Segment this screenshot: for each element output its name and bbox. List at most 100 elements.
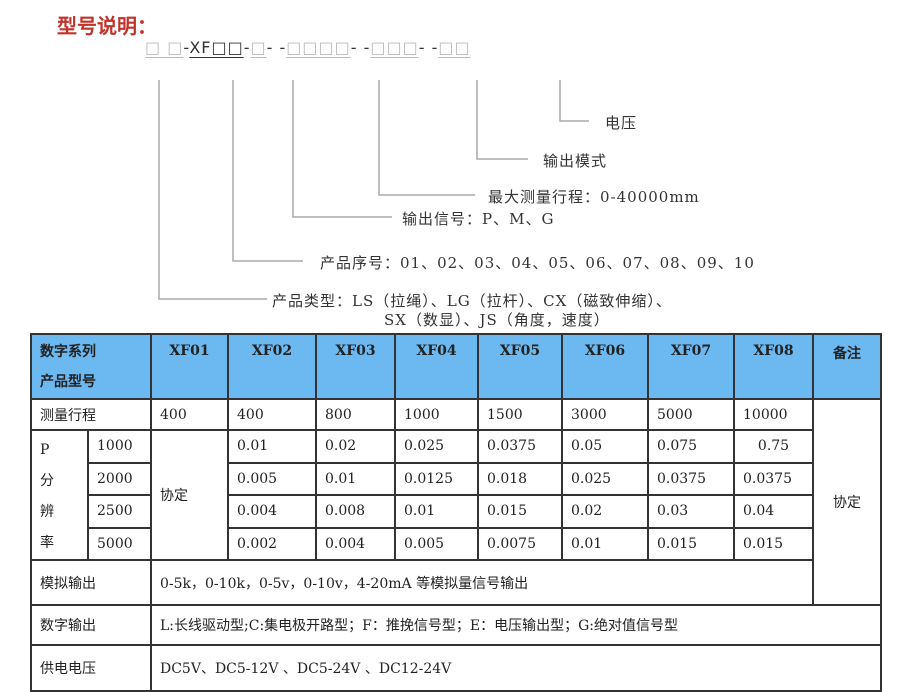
model-header: XF04 — [394, 333, 479, 400]
analog-row: 模拟输出 0-5k，0-10k，0-5v，0-10v，4-20mA 等模拟量信号… — [30, 559, 881, 606]
model-code: □ □-XF□□-□- -□□□□- -□□□- -□□ — [145, 38, 471, 57]
pulse-cell: 5000 — [87, 526, 152, 561]
digital-label: 数字输出 — [30, 604, 152, 646]
resolution-row: 2500 0.004 0.008 0.01 0.015 0.02 0.03 0.… — [31, 494, 881, 529]
resolution-cell: 0.005 — [227, 461, 317, 496]
power-value: DC5V、DC5-12V 、DC5-24V 、DC12-24V — [150, 644, 882, 692]
resolution-cell: 0.075 — [647, 429, 735, 464]
code-segment: □ □ — [145, 38, 184, 57]
remark-cell: 协定 — [812, 398, 882, 606]
resolution-cell: 0.0125 — [394, 461, 479, 496]
pulse-cell: 2000 — [87, 461, 152, 496]
resolution-cell: 0.75 — [733, 429, 814, 464]
resolution-label-char: 率 — [40, 535, 54, 551]
spec-table: 数字系列产品型号 XF01 XF02 XF03 XF04 XF05 XF06 X… — [30, 333, 882, 692]
resolution-cell: 0.004 — [315, 526, 396, 561]
code-segment: □□□□ — [286, 38, 351, 57]
resolution-cell: 0.01 — [561, 526, 649, 561]
model-header: XF07 — [647, 333, 735, 400]
bracket-line — [232, 80, 303, 262]
resolution-cell: 0.0375 — [647, 461, 735, 496]
resolution-cell: 0.02 — [561, 494, 649, 529]
model-header: XF05 — [477, 333, 563, 400]
digital-row: 数字输出 L:长线驱动型;C:集电极开路型；F：推挽信号型；E：电压输出型；G:… — [30, 604, 882, 646]
stroke-cell: 5000 — [647, 398, 735, 431]
resolution-cell: 0.01 — [227, 429, 317, 464]
model-header: XF01 — [150, 333, 229, 400]
legend-product-type: 产品类型：LS（拉绳）、LG（拉杆）、CX（磁致伸缩）、 — [272, 292, 672, 310]
resolution-cell: 0.025 — [394, 429, 479, 464]
remark-header: 备注 — [812, 333, 882, 400]
resolution-cell: 0.005 — [394, 526, 479, 561]
model-header: XF02 — [227, 333, 317, 400]
resolution-label-char: 分 — [40, 473, 54, 489]
bracket-line — [559, 80, 589, 122]
model-header: XF06 — [561, 333, 649, 400]
analog-label: 模拟输出 — [30, 559, 152, 606]
bracket-line — [476, 80, 528, 160]
resolution-cell: 0.03 — [647, 494, 735, 529]
resolution-cell: 0.018 — [477, 461, 563, 496]
digital-value: L:长线驱动型;C:集电极开路型；F：推挽信号型；E：电压输出型；G:绝对值信号… — [150, 604, 882, 646]
resolution-cell: 0.0075 — [477, 526, 563, 561]
stroke-cell: 3000 — [561, 398, 649, 431]
resolution-row: 2000 0.005 0.01 0.0125 0.018 0.025 0.037… — [31, 461, 881, 496]
bracket-line — [158, 80, 267, 300]
code-separator: - — [183, 38, 190, 57]
resolution-cell: 0.025 — [561, 461, 649, 496]
bracket-line — [378, 80, 475, 196]
code-separator: - — [243, 38, 251, 57]
stroke-cell: 400 — [227, 398, 317, 431]
model-header: XF08 — [733, 333, 814, 400]
code-separator: - - — [350, 38, 371, 57]
stroke-cell: 10000 — [733, 398, 814, 431]
power-label: 供电电压 — [30, 644, 152, 692]
header-label-series: 数字系列 — [40, 344, 96, 360]
legend-product-serial: 产品序号：01、02、03、04、05、06、07、08、09、10 — [320, 254, 755, 272]
code-segment: XF□□ — [189, 38, 244, 57]
legend-voltage: 电压 — [605, 114, 638, 132]
resolution-cell: 0.002 — [227, 526, 317, 561]
resolution-cell: 0.04 — [733, 494, 814, 529]
resolution-cell: 0.004 — [227, 494, 317, 529]
stroke-cell: 400 — [150, 398, 229, 431]
analog-value: 0-5k，0-10k，0-5v，0-10v，4-20mA 等模拟量信号输出 — [150, 559, 814, 606]
stroke-cell: 1000 — [394, 398, 479, 431]
code-segment: □□ — [438, 38, 471, 57]
header-label: 数字系列 产品型号 — [30, 333, 152, 400]
legend-product-type-cont: SX（数显）、JS（角度，速度） — [384, 311, 610, 329]
stroke-cell: 800 — [315, 398, 396, 431]
stroke-row: 测量行程 400 400 800 1000 1500 3000 5000 100… — [30, 398, 882, 606]
resolution-cell: 0.0375 — [477, 429, 563, 464]
code-separator: - - — [266, 38, 287, 57]
resolution-cell: 0.01 — [394, 494, 479, 529]
legend-output-mode: 输出模式 — [543, 152, 608, 170]
section-title: 型号说明： — [57, 14, 157, 38]
stroke-label: 测量行程 — [30, 398, 152, 431]
legend-output-signal: 输出信号：P、M、G — [402, 210, 555, 228]
resolution-cell: 0.0375 — [733, 461, 814, 496]
model-header: XF03 — [315, 333, 396, 400]
resolution-label-char: 辨 — [40, 504, 54, 520]
bracket-line — [292, 80, 392, 218]
legend-max-stroke: 最大测量行程：0-40000mm — [488, 188, 700, 206]
resolution-cell: 0.05 — [561, 429, 649, 464]
stroke-cell: 1500 — [477, 398, 563, 431]
code-segment: □□□ — [370, 38, 419, 57]
resolution-label-char: P — [40, 442, 50, 458]
resolution-cell: 0.015 — [477, 494, 563, 529]
pulse-cell: 2500 — [87, 494, 152, 529]
resolution-cell: 0.015 — [647, 526, 735, 561]
xf01-resolution: 协定 — [150, 429, 229, 561]
code-segment: □ — [250, 38, 267, 57]
pulse-cell: 1000 — [87, 429, 152, 464]
resolution-row: 5000 0.002 0.004 0.005 0.0075 0.01 0.015… — [31, 526, 881, 561]
header-row: 数字系列产品型号 XF01 XF02 XF03 XF04 XF05 XF06 X… — [30, 333, 882, 400]
bracket-lines — [158, 80, 589, 300]
header-label-model: 产品型号 — [40, 374, 96, 390]
power-row: 供电电压 DC5V、DC5-12V 、DC5-24V 、DC12-24V — [30, 644, 882, 692]
resolution-cell: 0.015 — [733, 526, 814, 561]
code-separator: - - — [418, 38, 439, 57]
